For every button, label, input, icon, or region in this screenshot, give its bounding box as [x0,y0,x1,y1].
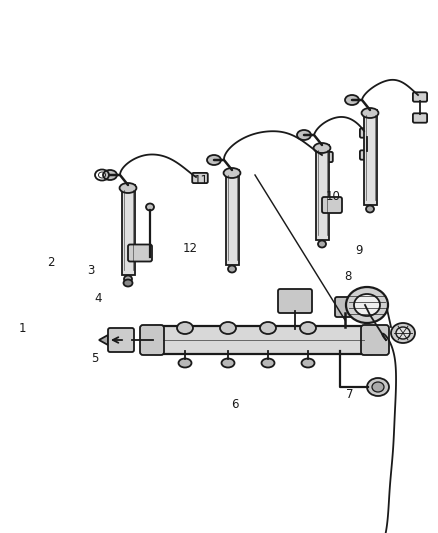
Text: 2: 2 [47,256,55,270]
Ellipse shape [124,279,133,287]
Text: 7: 7 [346,389,354,401]
Text: 1: 1 [18,322,26,335]
FancyBboxPatch shape [322,197,342,213]
Ellipse shape [179,359,191,367]
Text: 4: 4 [94,293,102,305]
Bar [226,170,239,265]
FancyBboxPatch shape [413,92,427,102]
Ellipse shape [396,327,410,339]
Bar [121,185,134,275]
Ellipse shape [372,382,384,392]
FancyBboxPatch shape [140,325,164,355]
Ellipse shape [346,287,388,323]
Bar [364,110,377,205]
FancyBboxPatch shape [108,328,134,352]
Ellipse shape [177,322,193,334]
Ellipse shape [120,183,137,193]
FancyBboxPatch shape [152,326,375,354]
FancyBboxPatch shape [361,325,389,355]
Ellipse shape [300,322,316,334]
FancyBboxPatch shape [413,114,427,123]
Ellipse shape [260,322,276,334]
Polygon shape [99,335,108,345]
Ellipse shape [345,95,359,105]
Ellipse shape [207,155,221,165]
Ellipse shape [223,168,240,178]
Ellipse shape [318,240,326,247]
Text: 10: 10 [325,190,340,204]
Text: 6: 6 [231,398,239,410]
Ellipse shape [261,359,275,367]
Text: 12: 12 [183,243,198,255]
FancyBboxPatch shape [360,128,374,138]
Ellipse shape [391,323,415,343]
Text: 3: 3 [87,263,95,277]
Ellipse shape [220,322,236,334]
FancyBboxPatch shape [335,297,355,317]
FancyBboxPatch shape [360,150,374,160]
Ellipse shape [297,130,311,140]
Text: 5: 5 [91,351,99,365]
FancyBboxPatch shape [317,152,333,162]
Ellipse shape [222,359,234,367]
Ellipse shape [146,204,154,211]
Ellipse shape [124,276,132,282]
Text: 8: 8 [344,270,352,282]
Ellipse shape [366,206,374,213]
Text: 9: 9 [355,245,363,257]
Ellipse shape [361,108,378,118]
FancyBboxPatch shape [192,173,208,183]
Ellipse shape [301,359,314,367]
Bar [315,145,328,240]
FancyBboxPatch shape [128,245,152,262]
FancyBboxPatch shape [278,289,312,313]
Text: 11: 11 [194,174,208,187]
Ellipse shape [228,265,236,272]
Ellipse shape [354,294,380,316]
Ellipse shape [103,170,117,180]
Ellipse shape [367,378,389,396]
Ellipse shape [314,143,330,153]
